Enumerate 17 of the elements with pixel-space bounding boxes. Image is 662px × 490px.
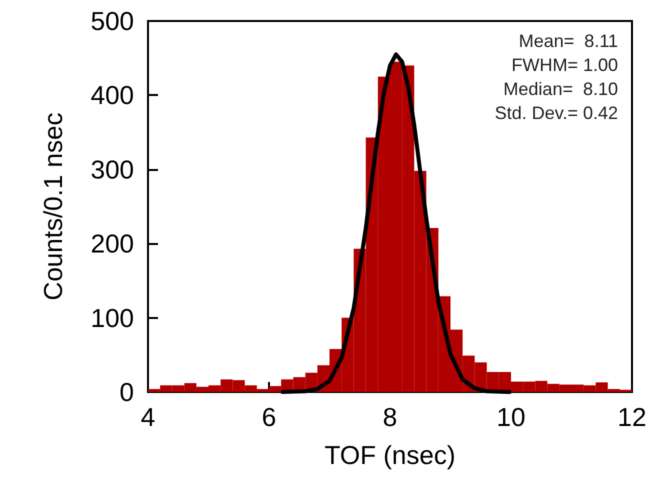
x-tick-label: 10 [496, 402, 526, 432]
y-tick-label: 200 [90, 228, 134, 259]
y-axis-title: Counts/0.1 nsec [38, 112, 68, 300]
x-tick-label: 6 [262, 402, 276, 432]
y-tick-label: 500 [90, 6, 134, 36]
y-tick-label: 0 [120, 377, 134, 407]
y-tick-label: 400 [90, 80, 134, 110]
x-tick-label: 8 [382, 402, 398, 432]
annotation: Std. Dev.= 0.42 [494, 103, 618, 123]
annotation: Median= 8.10 [503, 79, 618, 99]
y-tick-label: 100 [90, 302, 134, 333]
annotation: Mean= 8.11 [518, 31, 618, 51]
annotation: FWHM= 1.00 [511, 55, 618, 75]
y-tick-label: 300 [90, 154, 134, 184]
x-tick-label: 4 [140, 402, 156, 432]
x-axis-title: TOF (nsec) [324, 440, 456, 470]
x-tick-label: 12 [618, 402, 646, 432]
